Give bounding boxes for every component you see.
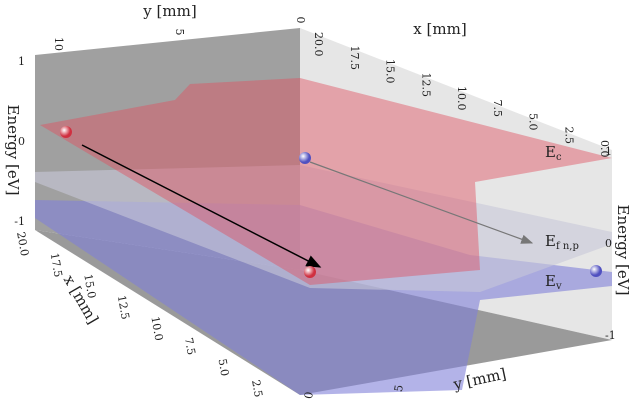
- axis-label: y [mm]: [142, 2, 196, 20]
- tick-label: 7.5: [182, 336, 198, 355]
- tick-label: 2.5: [562, 127, 575, 145]
- tick-label: 20.0: [14, 231, 31, 257]
- tick-label: 20.0: [312, 32, 325, 57]
- tick-label: 15.0: [81, 273, 98, 299]
- fermi-level: [35, 165, 612, 292]
- conduction-band: [40, 78, 612, 285]
- tick-label: 10.0: [455, 86, 468, 111]
- tick-label: 17.5: [348, 46, 361, 71]
- tick-label: 0: [302, 391, 316, 400]
- tick-label: 12.5: [115, 294, 132, 320]
- tick-label: 10: [52, 37, 65, 51]
- tick-label: 1: [605, 145, 612, 158]
- band-label: Ef n,p: [545, 232, 579, 252]
- valence-band: [35, 200, 612, 395]
- hole-arrow: [309, 161, 534, 244]
- electron: [304, 266, 316, 278]
- tick-label: 5.0: [527, 113, 540, 131]
- hole: [590, 265, 602, 277]
- axis-label: Energy [eV]: [4, 105, 22, 196]
- tick-label: 15.0: [384, 59, 397, 84]
- tick-label: 17.5: [48, 252, 65, 278]
- hole: [299, 152, 311, 164]
- tick-label: 10.0: [148, 315, 165, 341]
- electron: [60, 126, 72, 138]
- tick-label: 12.5: [419, 73, 432, 98]
- tick-label: -1: [14, 215, 25, 228]
- tick-label: 0: [605, 237, 612, 250]
- axis-label: Energy [eV]: [614, 205, 632, 296]
- tick-label: 0.0: [598, 140, 611, 158]
- tick-label: 1: [18, 55, 25, 68]
- tick-label: 2.5: [249, 379, 265, 398]
- tick-label: -1: [605, 329, 616, 342]
- tick-label: 0: [18, 135, 25, 148]
- band-label: Ev: [545, 272, 562, 292]
- electron-arrow: [81, 144, 322, 268]
- tick-label: 0: [294, 17, 307, 24]
- tick-label: 5: [392, 384, 406, 393]
- tick-label: 5: [173, 29, 186, 36]
- tick-label: 7.5: [491, 100, 504, 118]
- tick-label: 5.0: [216, 358, 232, 377]
- band-label: Ec: [545, 143, 562, 163]
- axis-label: x [mm]: [413, 20, 466, 38]
